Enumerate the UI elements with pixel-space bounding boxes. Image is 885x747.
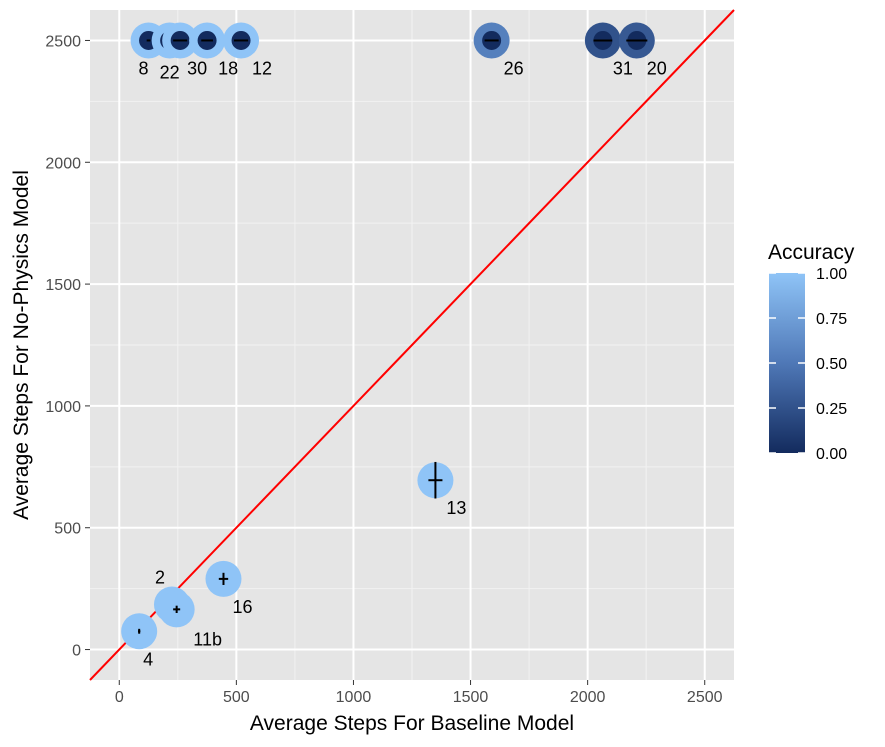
point-label: 16 xyxy=(232,597,252,617)
x-tick-label: 1000 xyxy=(336,689,372,706)
y-tick-label: 2000 xyxy=(45,155,81,172)
x-tick-label: 500 xyxy=(223,689,250,706)
data-point: 16 xyxy=(205,560,252,617)
legend-title: Accuracy xyxy=(768,241,855,264)
point-label: 12 xyxy=(252,58,272,78)
point-label: 8 xyxy=(139,58,149,78)
point-label: 20 xyxy=(647,58,667,78)
y-tick-label: 1000 xyxy=(45,399,81,416)
y-axis-ticks: 0 500 1000 1500 2000 2500 xyxy=(45,33,90,660)
y-tick-label: 0 xyxy=(72,643,81,660)
data-points: 8 22 30 18 12 26 31 20 13 16 2 11b 4 xyxy=(121,22,667,669)
x-tick-label: 1500 xyxy=(453,689,489,706)
data-point: 12 xyxy=(223,22,272,78)
x-axis-ticks: 0 500 1000 1500 2000 2500 xyxy=(115,680,723,706)
x-tick-label: 2000 xyxy=(570,689,606,706)
y-tick-label: 2500 xyxy=(45,33,81,50)
data-point: 26 xyxy=(473,22,524,78)
legend-ticks: 1.00 0.75 0.50 0.25 0.00 xyxy=(769,266,847,463)
legend-tick-label: 0.75 xyxy=(816,311,847,328)
point-label: 26 xyxy=(504,58,524,78)
data-point: 18 xyxy=(189,22,238,78)
data-point: 11b xyxy=(158,591,222,649)
y-tick-label: 1500 xyxy=(45,277,81,294)
data-point: 20 xyxy=(618,22,667,78)
legend: Accuracy 1.00 0.75 0.50 0.25 0.00 xyxy=(768,241,855,463)
data-point: 31 xyxy=(584,22,633,78)
legend-tick-label: 0.25 xyxy=(816,401,847,418)
x-axis-title: Average Steps For Baseline Model xyxy=(250,712,574,735)
reference-line xyxy=(89,9,735,681)
y-tick-label: 500 xyxy=(54,521,81,538)
point-label: 11b xyxy=(193,629,222,649)
legend-tick-label: 1.00 xyxy=(816,266,847,283)
point-label: 31 xyxy=(613,58,633,78)
identity-line xyxy=(89,9,735,681)
point-label: 22 xyxy=(160,62,180,82)
point-label: 2 xyxy=(155,567,165,587)
legend-tick-label: 0.50 xyxy=(816,356,847,373)
point-label: 4 xyxy=(143,649,153,669)
major-gridlines xyxy=(90,10,734,680)
data-point: 4 xyxy=(121,613,158,669)
legend-tick-label: 0.00 xyxy=(816,446,847,463)
y-axis-title: Average Steps For No-Physics Model xyxy=(10,170,33,520)
point-label: 30 xyxy=(187,58,207,78)
x-tick-label: 2500 xyxy=(687,689,723,706)
point-label: 18 xyxy=(218,58,238,78)
data-point: 13 xyxy=(417,461,466,518)
point-label: 13 xyxy=(446,498,466,518)
x-tick-label: 0 xyxy=(115,689,124,706)
data-point: 30 xyxy=(162,22,207,78)
